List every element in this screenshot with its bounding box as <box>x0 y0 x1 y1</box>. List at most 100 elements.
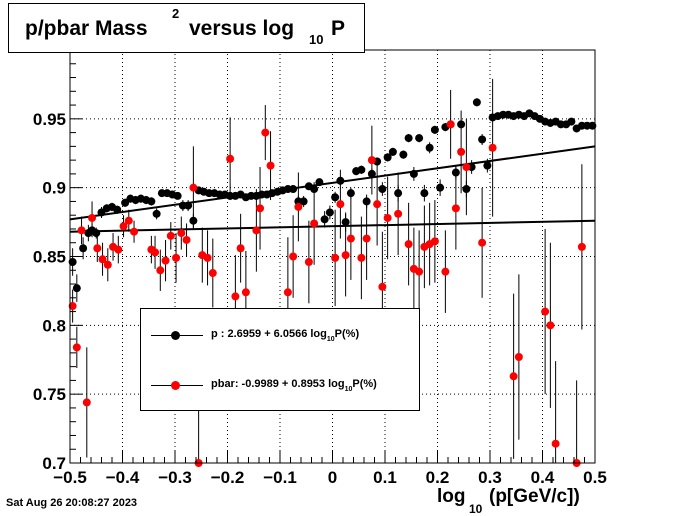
y-tick-label: 0.75 <box>33 385 66 404</box>
data-point-pbar <box>451 204 460 213</box>
legend-pbar-subscript: 10 <box>344 386 353 393</box>
data-point-p <box>331 193 340 202</box>
data-point-pbar <box>189 183 198 192</box>
data-point-pbar <box>130 227 139 236</box>
x-tick-label: −0.1 <box>263 468 297 487</box>
y-tick-label: 0.8 <box>42 316 66 335</box>
data-point-p <box>409 169 418 178</box>
data-point-p <box>436 183 445 192</box>
data-point-p <box>325 208 334 217</box>
x-tick-label: 0 <box>328 468 337 487</box>
data-point-pbar <box>77 226 86 235</box>
data-point-pbar <box>577 242 586 251</box>
legend-pbar-formula: pbar: -0.9989 + 0.8953 log <box>211 378 345 390</box>
legend-row-p: p : 2.6959 + 6.0566 log10P(%) <box>141 321 419 351</box>
data-point-p <box>299 197 308 206</box>
data-point-pbar <box>124 216 133 225</box>
legend-label-pbar: pbar: -0.9989 + 0.8953 log10P(%) <box>211 378 377 393</box>
y-tick-label: 0.9 <box>42 179 66 198</box>
data-point-pbar <box>203 253 212 262</box>
data-point-pbar <box>208 269 217 278</box>
data-point-pbar <box>103 260 112 269</box>
data-point-pbar <box>98 255 107 264</box>
data-point-pbar <box>241 288 250 297</box>
y-tick-label: 0.85 <box>33 248 66 267</box>
data-point-p <box>462 185 471 194</box>
data-point-pbar <box>336 200 345 209</box>
data-point-p <box>383 153 392 162</box>
data-point-pbar <box>283 288 292 297</box>
data-point-p <box>567 117 576 126</box>
x-tick-label: 0.4 <box>531 468 555 487</box>
data-point-pbar <box>331 253 340 262</box>
data-point-p <box>336 176 345 185</box>
y-tick-label: 0.7 <box>42 454 66 473</box>
data-point-p <box>425 143 434 152</box>
data-point-pbar <box>166 231 175 240</box>
legend-p-subscript: 10 <box>326 336 335 343</box>
data-point-p <box>189 216 198 225</box>
data-point-pbar <box>114 245 123 254</box>
x-tick-label: 0.2 <box>426 468 450 487</box>
data-point-p <box>152 209 161 218</box>
legend-row-pbar: pbar: -0.9989 + 0.8953 log10P(%) <box>141 371 419 401</box>
data-point-pbar <box>546 321 555 330</box>
data-point-p <box>113 205 122 214</box>
x-tick-label: 0.5 <box>583 468 607 487</box>
legend-p-formula: p : 2.6959 + 6.0566 log <box>211 328 327 340</box>
data-point-pbar <box>551 439 560 448</box>
data-point-p <box>346 189 355 198</box>
legend-pbar-unit: P(%) <box>352 378 377 390</box>
data-point-pbar <box>261 128 270 137</box>
data-point-p <box>147 197 156 206</box>
data-point-p <box>315 178 324 187</box>
fit-lines <box>69 145 596 233</box>
legend: p : 2.6959 + 6.0566 log10P(%) pbar: -0.9… <box>140 308 420 411</box>
title-middle: versus log <box>189 17 295 40</box>
x-axis-label-pre: log <box>437 486 466 507</box>
data-point-pbar <box>119 222 128 231</box>
legend-marker-p <box>171 331 180 340</box>
data-point-p <box>320 215 329 224</box>
x-tick-label: −0.3 <box>158 468 192 487</box>
data-point-pbar <box>394 209 403 218</box>
data-point-p <box>341 218 350 227</box>
data-point-p <box>404 134 413 143</box>
legend-p-unit: P(%) <box>334 328 360 340</box>
data-point-pbar <box>383 213 392 222</box>
data-point-pbar <box>362 234 371 243</box>
data-point-p <box>420 189 429 198</box>
tick-labels: −0.5 −0.4 −0.3 −0.2 −0.1 0 0.1 0.2 0.3 0.4 0.5 0.7 0… <box>33 110 607 487</box>
data-point-pbar <box>310 219 319 228</box>
data-point-p <box>483 161 492 170</box>
x-tick-label: 0.3 <box>478 468 502 487</box>
data-point-pbar <box>478 238 487 247</box>
data-point-pbar <box>446 120 455 129</box>
data-point-pbar <box>514 352 523 361</box>
data-point-pbar <box>367 156 376 165</box>
data-point-pbar <box>226 154 235 163</box>
x-tick-label: −0.2 <box>211 468 245 487</box>
data-point-pbar <box>509 372 518 381</box>
data-point-p <box>92 229 101 238</box>
legend-label-p: p : 2.6959 + 6.0566 log10P(%) <box>211 328 360 343</box>
data-point-pbar <box>357 253 366 262</box>
data-point-p <box>184 201 193 210</box>
data-point-p <box>173 191 182 200</box>
axis-ticks <box>69 63 596 464</box>
data-point-pbar <box>68 302 77 311</box>
x-tick-label: −0.4 <box>106 468 140 487</box>
data-point-pbar <box>156 266 165 275</box>
data-point-pbar <box>151 248 160 257</box>
data-point-pbar <box>289 252 298 261</box>
data-point-p <box>388 147 397 156</box>
data-point-p <box>68 258 77 267</box>
data-point-pbar <box>378 282 387 291</box>
fit-line <box>69 219 596 233</box>
data-point-p <box>367 169 376 178</box>
data-point-pbar <box>231 292 240 301</box>
data-point-p <box>430 125 439 134</box>
data-point-pbar <box>304 258 313 267</box>
data-point-pbar <box>346 234 355 243</box>
